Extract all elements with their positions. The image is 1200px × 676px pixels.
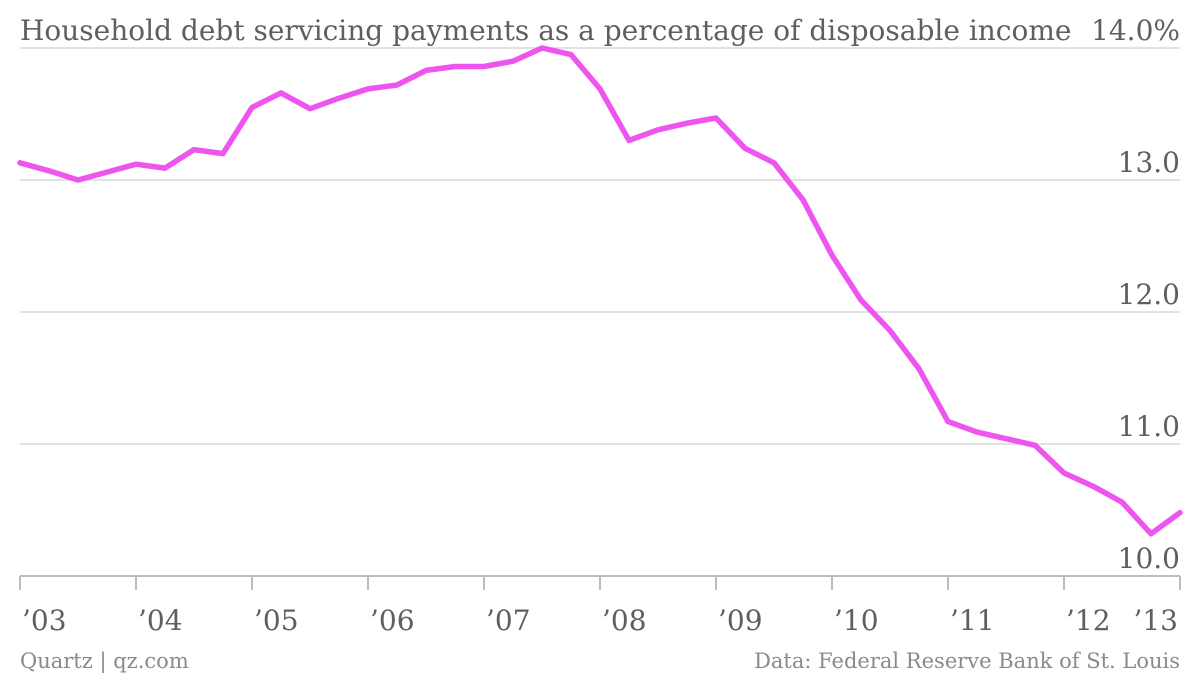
gridlines [20, 47, 1180, 445]
series-layer [17, 45, 1183, 537]
x-tick-label-6: ’09 [718, 604, 763, 637]
chart-title: Household debt servicing payments as a p… [20, 14, 1071, 47]
x-tick-label-8: ’11 [950, 604, 995, 637]
x-tick-label-10: ’13 [1133, 604, 1178, 637]
series-line-0 [17, 45, 1183, 537]
x-tick-label-5: ’08 [602, 604, 647, 637]
y-tick-label-4: 10.0 [1118, 542, 1180, 575]
y-tick-label-0: 14.0% [1091, 14, 1180, 47]
y-tick-label-3: 11.0 [1118, 410, 1180, 443]
source-text: Data: Federal Reserve Bank of St. Louis [754, 649, 1180, 673]
x-tick-label-0: ’03 [22, 604, 67, 637]
x-tick-label-3: ’06 [370, 604, 415, 637]
x-tick-label-2: ’05 [254, 604, 299, 637]
x-tick-label-7: ’10 [834, 604, 879, 637]
x-tick-label-4: ’07 [486, 604, 531, 637]
y-tick-labels: 14.0% 13.0 12.0 11.0 10.0 [1091, 14, 1180, 575]
x-tick-label-1: ’04 [138, 604, 183, 637]
y-tick-label-1: 13.0 [1118, 146, 1180, 179]
x-axis: ’03 ’04 ’05 ’06 ’07 ’08 ’09 ’10 ’11 ’12 ’13 [19, 575, 1181, 637]
y-tick-label-2: 12.0 [1118, 278, 1180, 311]
credit-text: Quartz | qz.com [20, 649, 189, 674]
x-tick-label-9: ’12 [1066, 604, 1111, 637]
